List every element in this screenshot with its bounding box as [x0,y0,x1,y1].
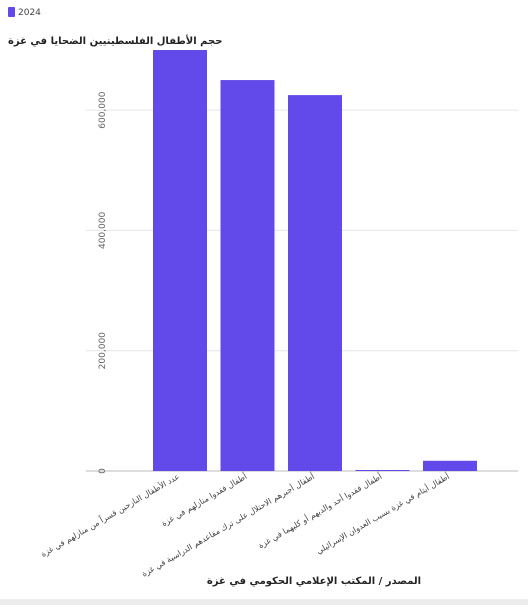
x-axis-title: المصدر / المكتب الإعلامي الحكومي في غزة [207,576,421,587]
bars [153,50,477,472]
x-tick-label: عدد الأطفال النازحين قسراً من منازلهم في… [39,470,181,558]
bar[interactable] [220,80,275,472]
y-tick-label: 200,000 [98,332,108,369]
y-tick-label: 0 [98,468,108,474]
x-axis-ticks: عدد الأطفال النازحين قسراً من منازلهم في… [39,470,452,578]
legend-label: 2024 [18,8,41,18]
y-tick-label: 400,000 [98,212,108,249]
y-tick-label: 600,000 [98,91,108,128]
x-tick-label: أطفال أيتام في غزة بسبب العدوان الإسرائي… [314,471,451,557]
bar[interactable] [153,50,207,471]
bar[interactable] [423,460,477,471]
x-tick-label: أطفال فقدوا أحد والديهم أو كليهما في غزة [256,471,383,550]
bar[interactable] [288,95,342,471]
legend-swatch [8,7,15,17]
bottom-strip [0,599,528,605]
legend[interactable]: 2024 [8,7,41,18]
chart-title: حجم الأطفال الفلسطينيين الضحايا في غزة [8,34,222,47]
y-axis-ticks: 0 200,000 400,000 600,000 [98,91,108,474]
bar[interactable] [355,470,410,471]
